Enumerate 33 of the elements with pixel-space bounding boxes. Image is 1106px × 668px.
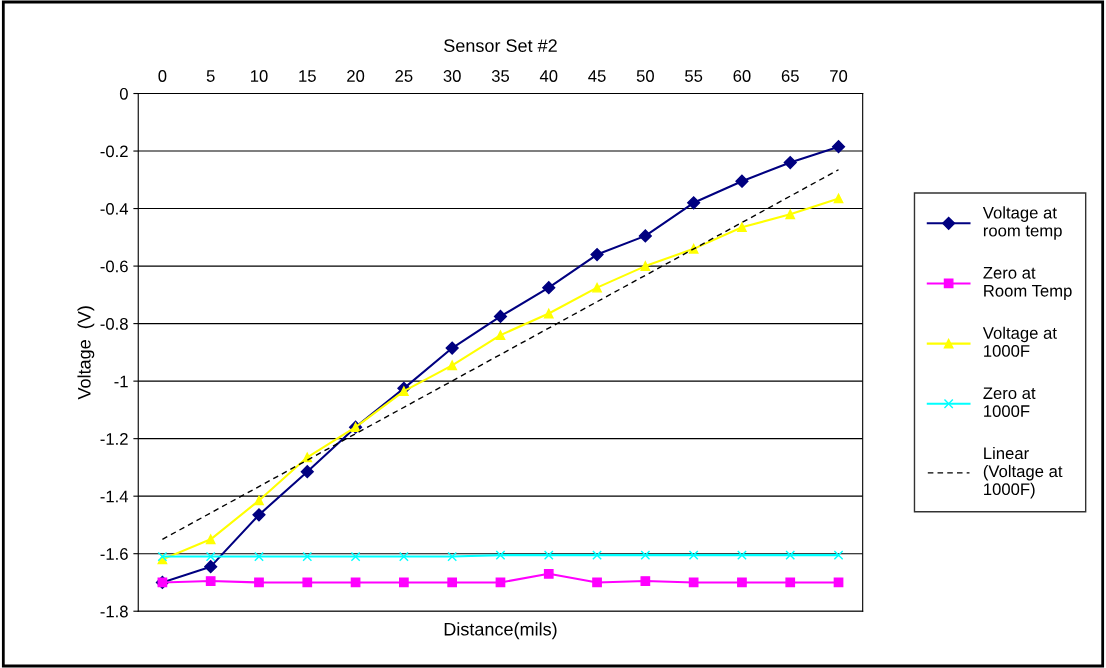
y-tick-label: -1.4 — [100, 490, 129, 503]
x-tick-label: 50 — [636, 70, 654, 82]
y-axis-title: Voltage (V) — [77, 306, 95, 400]
x-tick-label: 10 — [250, 70, 268, 82]
legend-label: Voltage at 1000F — [982, 326, 1057, 357]
x-tick-label: 45 — [588, 70, 606, 82]
y-tick-label: 0 — [119, 87, 128, 100]
legend-label: Voltage at room temp — [982, 206, 1062, 240]
y-tick-label: -0.4 — [100, 202, 129, 215]
legend-label: Linear (Voltage at 1000F) — [983, 446, 1063, 499]
x-tick-label: 35 — [491, 70, 510, 82]
y-tick-label: -1.2 — [100, 433, 128, 445]
y-tick-label: -0.6 — [100, 260, 128, 273]
y-tick-label: -1.6 — [100, 548, 128, 560]
y-tick-label: -0.8 — [100, 318, 128, 330]
y-tick-label: -1.8 — [100, 605, 128, 618]
x-tick-label: 65 — [781, 70, 799, 82]
x-tick-label: 20 — [347, 70, 365, 82]
x-tick-label: 0 — [158, 70, 167, 82]
x-tick-label: 15 — [299, 70, 316, 82]
x-tick-label: 30 — [443, 70, 461, 82]
legend-label: Zero at Room Temp — [983, 267, 1072, 300]
y-tick-label: -0.2 — [100, 145, 128, 158]
x-tick-label: 60 — [733, 70, 751, 82]
x-tick-label: 55 — [685, 70, 703, 82]
y-tick-label: -1 — [114, 375, 128, 388]
x-tick-label: 25 — [395, 70, 413, 82]
x-axis-title: Distance(mils) — [444, 622, 557, 640]
chart-title: Sensor Set #2 — [444, 39, 557, 53]
x-tick-label: 5 — [206, 70, 215, 82]
x-tick-label: 70 — [830, 70, 848, 82]
x-tick-label: 40 — [539, 70, 558, 82]
legend-label: Zero at 1000F — [983, 387, 1036, 417]
